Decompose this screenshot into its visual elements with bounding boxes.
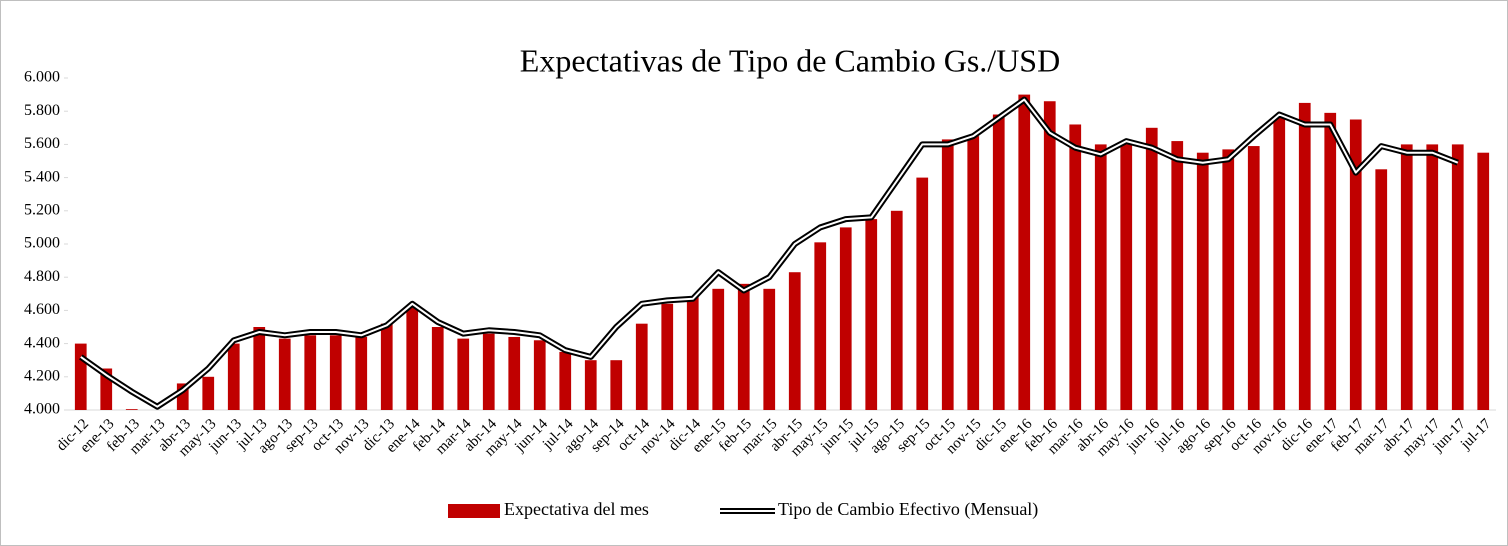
bar xyxy=(406,305,419,410)
bar xyxy=(227,343,240,410)
bar xyxy=(508,336,521,410)
y-tick-label: 4.600 xyxy=(24,301,60,318)
bar xyxy=(865,219,878,410)
bar xyxy=(661,303,674,410)
y-tick-label: 4.800 xyxy=(24,268,60,285)
bar xyxy=(1247,146,1260,410)
bar xyxy=(890,210,903,410)
y-tick-label: 4.200 xyxy=(24,367,60,384)
line-inner xyxy=(80,98,1459,408)
bar xyxy=(814,242,827,410)
bar xyxy=(482,333,495,410)
bar xyxy=(1426,144,1439,410)
y-tick-label: 4.400 xyxy=(24,334,60,351)
y-tick-label: 5.200 xyxy=(24,201,60,218)
bar xyxy=(916,177,929,410)
bar xyxy=(941,139,954,411)
bar xyxy=(380,323,393,410)
bar xyxy=(610,360,623,410)
bar xyxy=(355,336,368,410)
bar xyxy=(1069,124,1082,410)
y-tick-label: 6.000 xyxy=(24,69,60,86)
bar xyxy=(1324,112,1337,411)
bar xyxy=(839,227,852,410)
bar xyxy=(278,338,291,410)
bar xyxy=(125,409,138,410)
bar xyxy=(788,272,801,410)
bar xyxy=(1043,101,1056,411)
legend-label: Tipo de Cambio Efectivo (Mensual) xyxy=(778,499,1038,520)
legend-swatch xyxy=(448,504,500,518)
bar xyxy=(304,335,317,410)
bar xyxy=(253,327,266,410)
y-tick-label: 5.800 xyxy=(24,102,60,119)
bar xyxy=(1171,141,1184,410)
chart-title: Expectativas de Tipo de Cambio Gs./USD xyxy=(520,42,1060,78)
bar xyxy=(1222,149,1235,410)
bar xyxy=(100,368,113,410)
bar xyxy=(1145,127,1158,411)
bar xyxy=(1400,144,1413,410)
bar xyxy=(1477,152,1490,410)
bar xyxy=(763,288,776,410)
bar xyxy=(74,343,87,410)
bar xyxy=(1375,169,1388,410)
y-tick-label: 5.600 xyxy=(24,135,60,152)
bar xyxy=(967,136,980,410)
bar xyxy=(1018,94,1031,410)
bar xyxy=(1196,152,1209,410)
y-tick-label: 5.000 xyxy=(24,235,60,252)
bar xyxy=(559,351,572,410)
bar xyxy=(533,340,546,410)
bar xyxy=(992,114,1005,411)
y-tick-label: 5.400 xyxy=(24,168,60,185)
legend-label: Expectativa del mes xyxy=(504,499,649,519)
bar xyxy=(457,338,470,410)
bar xyxy=(1273,117,1286,410)
bar xyxy=(202,376,215,410)
bar xyxy=(176,383,189,410)
bar xyxy=(329,335,342,410)
bar xyxy=(712,288,725,410)
bar xyxy=(584,360,597,410)
bar xyxy=(1120,144,1133,410)
bar xyxy=(1349,119,1362,410)
bar xyxy=(686,297,699,410)
bar xyxy=(737,283,750,410)
bar xyxy=(1298,102,1311,411)
bar xyxy=(431,327,444,410)
bar xyxy=(1094,144,1107,410)
bar xyxy=(1451,144,1464,410)
bar xyxy=(635,323,648,410)
y-tick-label: 4.000 xyxy=(24,401,60,418)
